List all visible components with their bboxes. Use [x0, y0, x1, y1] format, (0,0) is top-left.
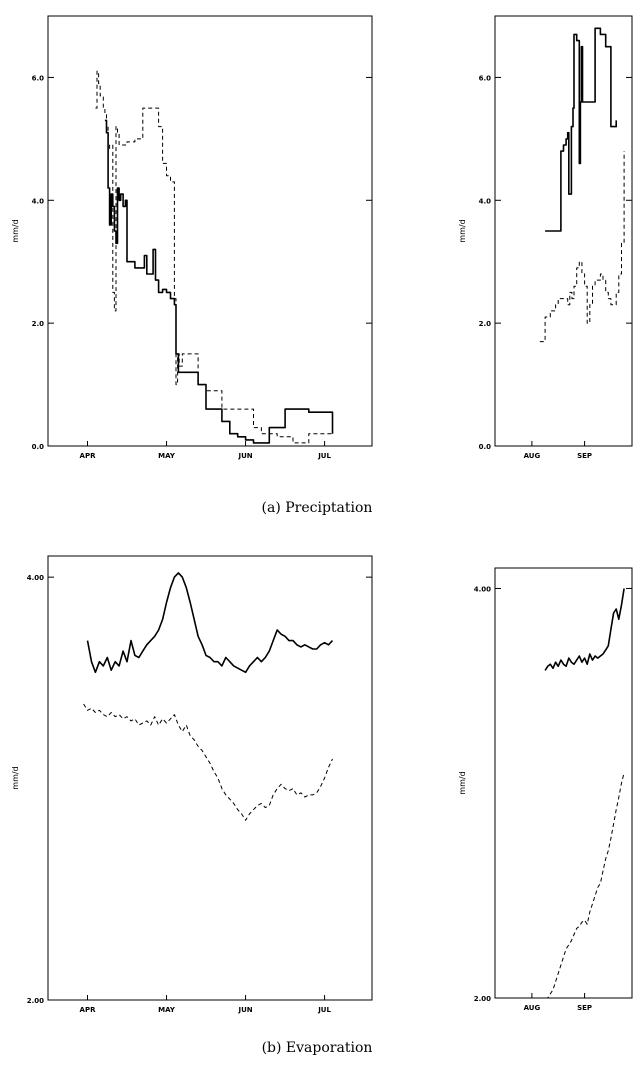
- x-tick-label: JUL: [317, 1006, 331, 1014]
- y-tick-label: 2.0: [32, 320, 45, 328]
- y-tick-label: 4.0: [32, 197, 45, 205]
- x-tick-label: JUN: [237, 452, 252, 460]
- x-tick-label: APR: [80, 452, 97, 460]
- dashed-series-line: [83, 703, 333, 821]
- solid-series-line: [545, 27, 617, 232]
- evaporation-left-panel: 2.00 4.00 APR MAY JUN JUL mm/d: [11, 555, 373, 1014]
- x-tick-label: SEP: [577, 452, 592, 460]
- y-tick-label: 2.00: [474, 995, 491, 1003]
- solid-series-line: [104, 119, 334, 444]
- precipitation-left-panel: 0.0 2.0 4.0 6.0 APR MAY JUN JUL mm/d: [11, 15, 373, 460]
- y-tick-label: 0.0: [32, 443, 45, 451]
- plot-frame: [494, 567, 633, 999]
- y-axis-label: mm/d: [458, 219, 467, 242]
- dashed-series-line: [539, 151, 625, 343]
- y-tick-label: 4.00: [27, 574, 44, 582]
- y-tick-label: 6.0: [479, 74, 492, 82]
- caption-precipitation: (a) Preciptation: [262, 500, 373, 516]
- dashed-series-line: [95, 70, 333, 444]
- y-tick-label: 2.0: [479, 320, 492, 328]
- plot-frame: [494, 15, 633, 447]
- y-tick-label: 6.0: [32, 74, 45, 82]
- x-tick-label: AUG: [524, 1004, 541, 1012]
- y-axis-label: mm/d: [11, 766, 20, 789]
- x-tick-label: SEP: [577, 1004, 592, 1012]
- caption-evaporation: (b) Evaporation: [262, 1040, 373, 1056]
- x-tick-label: JUN: [237, 1006, 252, 1014]
- x-tick-label: APR: [80, 1006, 97, 1014]
- y-tick-label: 4.0: [479, 197, 492, 205]
- solid-series-line: [86, 572, 334, 674]
- x-tick-label: MAY: [158, 1006, 176, 1014]
- precipitation-right-panel: 0.0 2.0 4.0 6.0 AUG SEP mm/d: [458, 15, 633, 460]
- evaporation-right-panel: 2.00 4.00 AUG SEP mm/d: [458, 567, 633, 1012]
- dashed-series-line: [545, 772, 625, 999]
- x-tick-label: AUG: [524, 452, 541, 460]
- y-axis-label: mm/d: [458, 771, 467, 794]
- x-tick-label: MAY: [158, 452, 176, 460]
- plot-frame: [47, 15, 373, 447]
- y-tick-label: 4.00: [474, 585, 491, 593]
- y-axis-label: mm/d: [11, 219, 20, 242]
- y-tick-label: 0.0: [479, 443, 492, 451]
- plot-frame: [47, 555, 373, 1001]
- x-tick-label: JUL: [317, 452, 331, 460]
- y-tick-label: 2.00: [27, 997, 44, 1005]
- solid-series-line: [544, 588, 625, 671]
